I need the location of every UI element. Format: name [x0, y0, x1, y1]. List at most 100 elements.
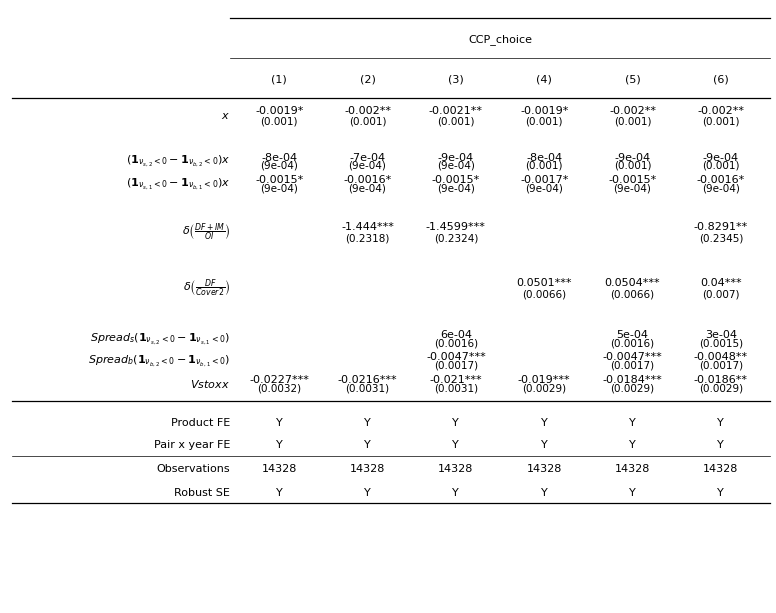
Text: Y: Y	[718, 440, 724, 451]
Text: Y: Y	[452, 488, 459, 498]
Text: (0.0029): (0.0029)	[522, 383, 566, 393]
Text: -0.002**: -0.002**	[344, 106, 391, 116]
Text: Robust SE: Robust SE	[174, 488, 230, 498]
Text: (9e-04): (9e-04)	[614, 183, 651, 194]
Text: -7e-04: -7e-04	[349, 153, 386, 163]
Text: (9e-04): (9e-04)	[348, 161, 386, 171]
Text: (0.0017): (0.0017)	[434, 360, 478, 371]
Text: -0.0019*: -0.0019*	[520, 106, 568, 116]
Text: -0.0016*: -0.0016*	[343, 175, 392, 185]
Text: (0.001): (0.001)	[614, 116, 651, 126]
Text: Pair x year FE: Pair x year FE	[154, 440, 230, 451]
Text: Y: Y	[364, 488, 371, 498]
Text: -0.0016*: -0.0016*	[697, 175, 745, 185]
Text: 3e-04: 3e-04	[705, 330, 737, 340]
Text: -0.0186**: -0.0186**	[694, 375, 748, 385]
Text: Y: Y	[541, 418, 548, 428]
Text: (9e-04): (9e-04)	[702, 183, 740, 194]
Text: (9e-04): (9e-04)	[260, 161, 298, 171]
Text: (3): (3)	[448, 75, 464, 85]
Text: (6): (6)	[713, 75, 729, 85]
Text: (0.0066): (0.0066)	[611, 290, 655, 300]
Text: (0.2324): (0.2324)	[434, 234, 478, 244]
Text: Y: Y	[452, 418, 459, 428]
Text: -0.0021**: -0.0021**	[429, 106, 483, 116]
Text: Y: Y	[364, 418, 371, 428]
Text: -0.0216***: -0.0216***	[338, 375, 397, 385]
Text: -0.0227***: -0.0227***	[249, 375, 309, 385]
Text: Product FE: Product FE	[171, 418, 230, 428]
Text: -1.4599***: -1.4599***	[426, 221, 486, 232]
Text: (0.0017): (0.0017)	[698, 360, 743, 371]
Text: (0.001): (0.001)	[614, 161, 651, 171]
Text: -9e-04: -9e-04	[438, 153, 474, 163]
Text: (0.001): (0.001)	[702, 116, 740, 126]
Text: (9e-04): (9e-04)	[260, 183, 298, 194]
Text: -8e-04: -8e-04	[526, 153, 563, 163]
Text: (9e-04): (9e-04)	[437, 161, 475, 171]
Text: (0.0066): (0.0066)	[522, 290, 566, 300]
Text: (0.0031): (0.0031)	[345, 383, 390, 393]
Text: -0.0047***: -0.0047***	[426, 352, 486, 362]
Text: $(\mathbf{1}_{\nu_{s,1}<0} - \mathbf{1}_{\nu_{b,1}<0})x$: $(\mathbf{1}_{\nu_{s,1}<0} - \mathbf{1}_…	[126, 177, 230, 192]
Text: 6e-04: 6e-04	[440, 330, 472, 340]
Text: -0.0048**: -0.0048**	[694, 352, 748, 362]
Text: -0.8291**: -0.8291**	[694, 221, 748, 232]
Text: -8e-04: -8e-04	[261, 153, 297, 163]
Text: -0.0017*: -0.0017*	[520, 175, 568, 185]
Text: 14328: 14328	[703, 464, 739, 474]
Text: -9e-04: -9e-04	[703, 153, 739, 163]
Text: (0.001): (0.001)	[437, 116, 475, 126]
Text: (1): (1)	[272, 75, 287, 85]
Text: 0.0501***: 0.0501***	[516, 278, 572, 287]
Text: (4): (4)	[536, 75, 552, 85]
Text: Y: Y	[629, 418, 636, 428]
Text: -0.0047***: -0.0047***	[603, 352, 663, 362]
Text: Y: Y	[718, 488, 724, 498]
Text: (9e-04): (9e-04)	[437, 183, 475, 194]
Text: Y: Y	[541, 440, 548, 451]
Text: $\mathit{Vstoxx}$: $\mathit{Vstoxx}$	[190, 378, 230, 390]
Text: -0.0184***: -0.0184***	[603, 375, 663, 385]
Text: (5): (5)	[625, 75, 640, 85]
Text: 5e-04: 5e-04	[616, 330, 649, 340]
Text: (0.001): (0.001)	[348, 116, 386, 126]
Text: Y: Y	[452, 440, 459, 451]
Text: 14328: 14328	[262, 464, 297, 474]
Text: $(\mathbf{1}_{\nu_{s,2}<0} - \mathbf{1}_{\nu_{b,2}<0})x$: $(\mathbf{1}_{\nu_{s,2}<0} - \mathbf{1}_…	[126, 154, 230, 169]
Text: Y: Y	[275, 488, 282, 498]
Text: (0.0031): (0.0031)	[434, 383, 478, 393]
Text: -1.444***: -1.444***	[341, 221, 394, 232]
Text: Y: Y	[275, 418, 282, 428]
Text: -0.002**: -0.002**	[698, 106, 744, 116]
Text: 14328: 14328	[615, 464, 650, 474]
Text: -9e-04: -9e-04	[615, 153, 650, 163]
Text: (0.2318): (0.2318)	[345, 234, 390, 244]
Text: (0.007): (0.007)	[702, 290, 740, 300]
Text: (0.0029): (0.0029)	[698, 383, 743, 393]
Text: (0.0015): (0.0015)	[698, 338, 743, 348]
Text: Y: Y	[718, 418, 724, 428]
Text: (2): (2)	[359, 75, 376, 85]
Text: $\delta\left(\frac{DF+IM}{OI}\right)$: $\delta\left(\frac{DF+IM}{OI}\right)$	[182, 222, 230, 243]
Text: -0.0015*: -0.0015*	[431, 175, 480, 185]
Text: Y: Y	[275, 440, 282, 451]
Text: (0.001): (0.001)	[261, 116, 298, 126]
Text: (0.0029): (0.0029)	[611, 383, 655, 393]
Text: $\mathit{Spread}_s(\mathbf{1}_{\nu_{s,2}<0} - \mathbf{1}_{\nu_{s,1}<0})$: $\mathit{Spread}_s(\mathbf{1}_{\nu_{s,2}…	[90, 332, 230, 346]
Text: (0.2345): (0.2345)	[698, 234, 743, 244]
Text: (0.0016): (0.0016)	[434, 338, 478, 348]
Text: CCP_choice: CCP_choice	[468, 34, 532, 45]
Text: (0.0017): (0.0017)	[611, 360, 655, 371]
Text: $\delta\left(\frac{DF}{Cover2}\right)$: $\delta\left(\frac{DF}{Cover2}\right)$	[183, 278, 230, 299]
Text: Y: Y	[541, 488, 548, 498]
Text: Y: Y	[629, 488, 636, 498]
Text: (0.001): (0.001)	[525, 161, 563, 171]
Text: $\mathit{Spread}_b(\mathbf{1}_{\nu_{b,2}<0} - \mathbf{1}_{\nu_{b,1}<0})$: $\mathit{Spread}_b(\mathbf{1}_{\nu_{b,2}…	[88, 354, 230, 369]
Text: 14328: 14328	[526, 464, 562, 474]
Text: 14328: 14328	[350, 464, 385, 474]
Text: (9e-04): (9e-04)	[525, 183, 563, 194]
Text: -0.0015*: -0.0015*	[608, 175, 656, 185]
Text: 0.0504***: 0.0504***	[605, 278, 660, 287]
Text: -0.019***: -0.019***	[518, 375, 570, 385]
